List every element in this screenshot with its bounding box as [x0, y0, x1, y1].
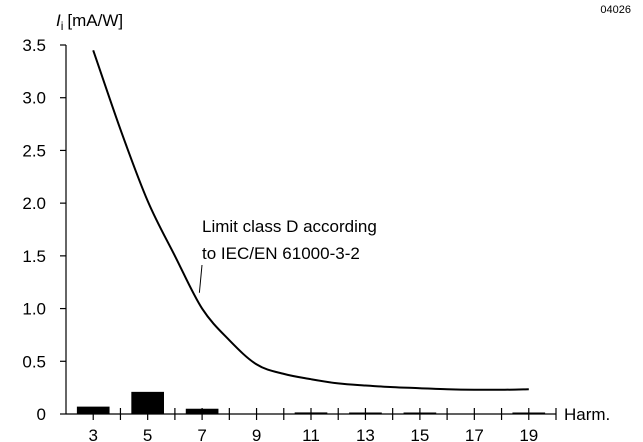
- annotation-leader-line: [198, 264, 203, 293]
- y-ticks: 0 0.5 1.0 1.5 2.0 2.5 3.0 3.5: [22, 36, 66, 424]
- annotation-line-1: Limit class D according: [202, 217, 377, 236]
- limit-curve: [92, 49, 529, 391]
- x-tick-label: 13: [356, 426, 375, 442]
- x-tick-label: 17: [465, 426, 484, 442]
- harmonic-bars: [76, 391, 546, 414]
- harmonic-bar: [512, 412, 546, 414]
- x-tick-label: 11: [302, 426, 320, 442]
- y-tick-label: 3.5: [22, 36, 46, 55]
- harmonic-bar: [185, 408, 219, 414]
- y-axis-unit: [mA/W]: [67, 11, 123, 30]
- x-tick-label: 5: [143, 426, 152, 442]
- x-tick-label: 9: [252, 426, 261, 442]
- y-axis-subscript: i: [61, 19, 64, 33]
- y-tick-label: 0: [37, 405, 46, 424]
- harmonic-bar: [294, 412, 328, 414]
- harmonic-bar: [131, 391, 164, 414]
- harmonic-bar: [403, 412, 437, 414]
- y-tick-label: 3.0: [22, 89, 46, 108]
- x-tick-label: 19: [519, 426, 538, 442]
- x-tick-label: 7: [197, 426, 206, 442]
- y-tick-label: 1.0: [22, 300, 46, 319]
- annotation-line-2: to IEC/EN 61000-3-2: [202, 244, 360, 263]
- y-tick-label: 1.5: [22, 247, 46, 266]
- harmonic-bar: [76, 406, 110, 414]
- y-tick-label: 2.5: [22, 141, 46, 160]
- y-tick-label: 2.0: [22, 194, 46, 213]
- figure-id: 04026: [600, 4, 631, 16]
- x-tick-label: 3: [88, 426, 97, 442]
- y-axis-symbol: I: [56, 11, 61, 30]
- harmonic-bar: [349, 412, 382, 414]
- y-axis-label: Ii [mA/W]: [56, 11, 123, 33]
- x-axis-label: Harm.: [564, 405, 610, 424]
- y-tick-label: 0.5: [22, 352, 46, 371]
- x-tick-label: 15: [410, 426, 429, 442]
